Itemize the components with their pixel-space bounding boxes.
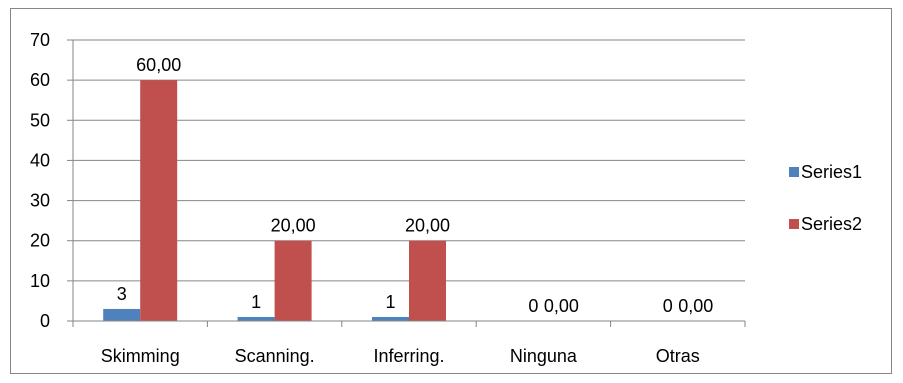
data-label: 0,00 [678, 296, 713, 316]
data-label: 20,00 [405, 216, 450, 236]
data-label: 1 [251, 292, 261, 312]
bar-series1-1 [237, 316, 275, 321]
data-label: 20,00 [271, 216, 316, 236]
legend-swatch-series2 [789, 219, 799, 229]
data-labels: 3 1 1 0 0 60,00 20,00 20,00 0,00 0,00 [117, 55, 714, 316]
bar-series2-1 [274, 240, 312, 321]
gridlines [73, 39, 745, 282]
y-tick-label: 40 [30, 150, 50, 170]
bar-series2-2 [409, 240, 446, 321]
y-tick-label: 30 [30, 191, 50, 211]
data-label: 0 [528, 296, 538, 316]
x-tick-label: Otras [656, 346, 700, 366]
y-tick-label: 50 [30, 110, 50, 130]
data-label: 0,00 [544, 296, 579, 316]
bar-series2-0 [140, 80, 178, 322]
x-tick-label: Inferring. [373, 346, 444, 366]
x-tick-label: Ninguna [510, 346, 578, 366]
bars [103, 80, 446, 322]
legend-label-series2: Series2 [801, 214, 862, 234]
x-tick-label: Skimming [101, 346, 180, 366]
x-tick-label: Scanning. [235, 346, 315, 366]
y-tick-label: 20 [30, 231, 50, 251]
legend-swatch-series1 [789, 167, 799, 177]
legend: Series1 Series2 [789, 162, 862, 234]
bar-series1-2 [372, 316, 409, 321]
y-tick-label: 70 [30, 30, 50, 50]
legend-label-series1: Series1 [801, 162, 862, 182]
data-label: 1 [385, 292, 395, 312]
data-label: 3 [117, 284, 127, 304]
y-tick-label: 10 [30, 271, 50, 291]
y-tick-label: 0 [40, 311, 50, 331]
bar-series1-0 [103, 308, 141, 321]
y-tick-label: 60 [30, 70, 50, 90]
data-label: 0 [663, 296, 673, 316]
data-label: 60,00 [136, 55, 181, 75]
